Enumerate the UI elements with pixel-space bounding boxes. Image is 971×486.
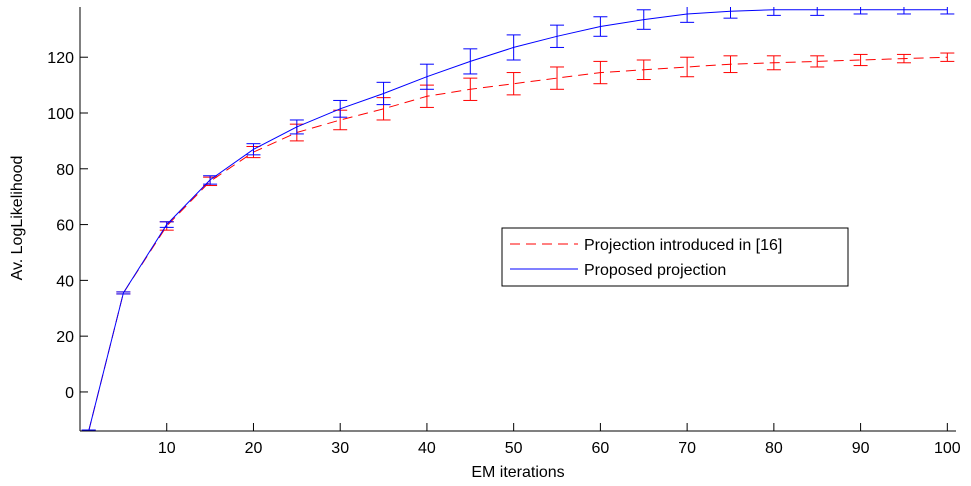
y-tick-label: 80 [56, 162, 74, 179]
error-bar [289, 119, 304, 135]
x-tick-label: 60 [591, 440, 609, 457]
error-bar [376, 81, 391, 106]
y-tick-label: 0 [65, 385, 74, 402]
error-bar [636, 59, 651, 81]
x-tick-label: 100 [934, 440, 961, 457]
x-tick-label: 80 [765, 440, 783, 457]
x-tick-label: 70 [678, 440, 696, 457]
error-bar [896, 53, 911, 64]
series-line-1 [88, 56, 948, 431]
error-bar [723, 7, 738, 19]
y-tick-label: 40 [56, 273, 74, 290]
error-bar [550, 24, 565, 48]
error-bar [810, 55, 825, 68]
error-bar [940, 7, 955, 15]
legend: Projection introduced in [16] Proposed pr… [501, 227, 849, 287]
error-bar [896, 7, 911, 15]
error-bar [81, 429, 96, 431]
x-tick-label: 90 [852, 440, 870, 457]
error-bar [333, 99, 348, 118]
x-tick-label: 30 [331, 440, 349, 457]
error-bar [203, 175, 218, 185]
error-bar [116, 291, 131, 295]
error-bar [810, 7, 825, 16]
axes: 10 20 30 40 50 60 70 80 90 100 0 20 40 60 80 100 120 [47, 7, 961, 457]
error-bar [246, 143, 261, 156]
error-bar [593, 60, 608, 85]
error-bar [766, 55, 781, 71]
error-bar [506, 34, 521, 61]
plot-area [81, 7, 955, 431]
x-tick-label: 50 [505, 440, 523, 457]
error-bar [463, 48, 478, 75]
x-tick-label: 20 [245, 440, 263, 457]
error-bar [853, 7, 868, 15]
x-tick-label: 10 [158, 440, 176, 457]
error-bar [506, 72, 521, 96]
error-bar [419, 63, 434, 90]
y-tick-label: 100 [47, 106, 74, 123]
legend-label-2: Proposed projection [584, 262, 726, 279]
error-bar [159, 221, 174, 228]
y-tick-label: 20 [56, 329, 74, 346]
error-bar [550, 66, 565, 90]
error-bar [680, 56, 695, 78]
y-axis-title: Av. LogLikelihood [9, 156, 26, 281]
error-bar [593, 16, 608, 37]
error-bar [940, 52, 955, 62]
legend-label-1: Projection introduced in [16] [584, 237, 782, 254]
error-bar [463, 77, 478, 101]
y-tick-label: 120 [47, 50, 74, 67]
error-bar [636, 9, 651, 30]
x-axis-title: EM iterations [471, 464, 564, 481]
error-bar [723, 55, 738, 74]
error-bar [766, 7, 781, 16]
y-tick-label: 60 [56, 218, 74, 235]
legend-box [501, 227, 849, 287]
x-tick-label: 40 [418, 440, 436, 457]
error-bar [853, 53, 868, 67]
error-bar [680, 7, 695, 23]
